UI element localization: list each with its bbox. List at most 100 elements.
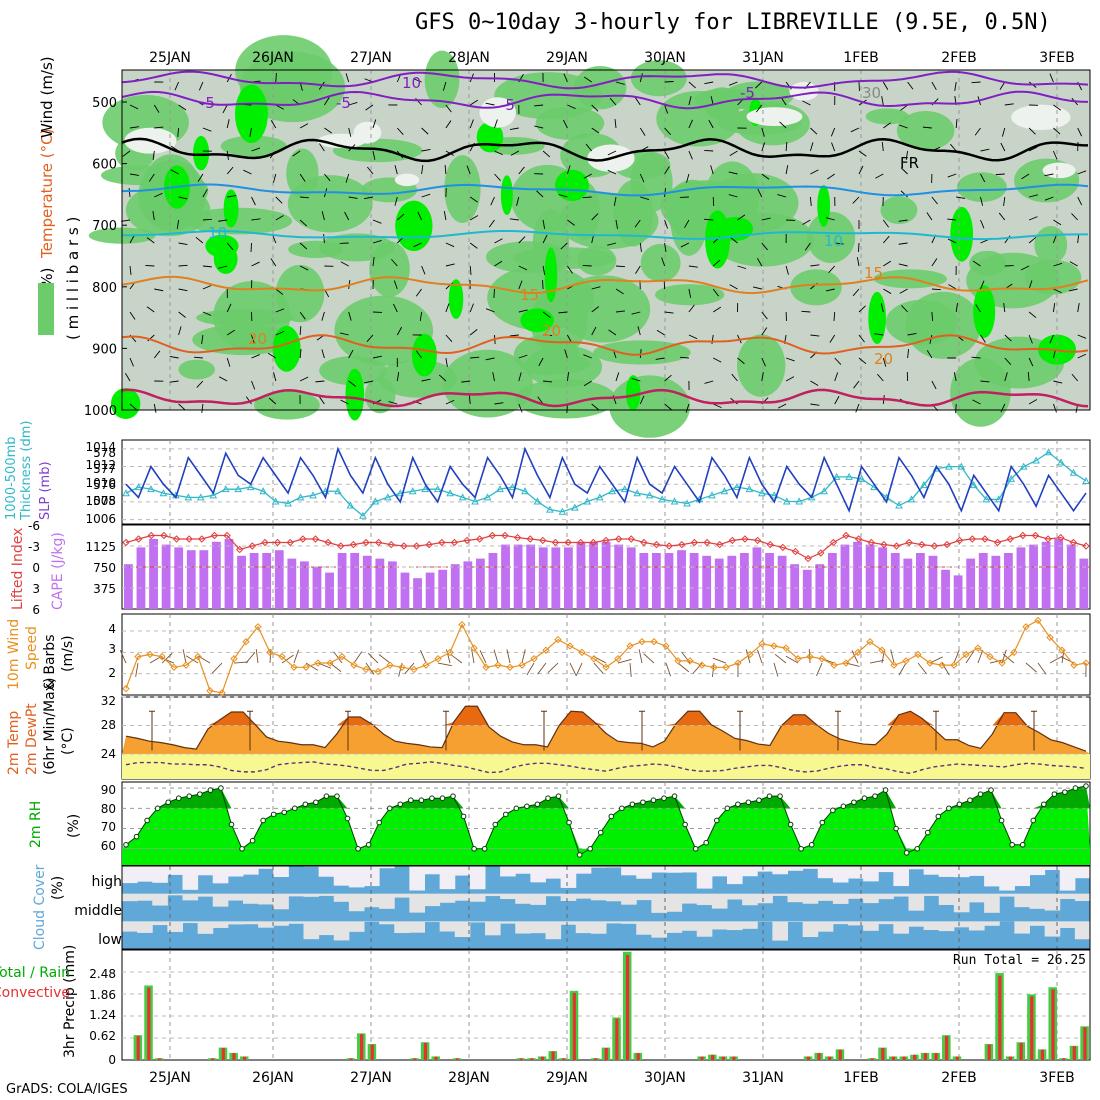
cloud-clear-segment: [621, 893, 637, 905]
wind-barb: [661, 257, 666, 267]
wind-barb: [154, 288, 164, 292]
wind-barb: [421, 378, 431, 382]
wind-barb: [445, 242, 455, 248]
rh-area: [185, 207, 293, 235]
date-label-top: 27JAN: [350, 50, 392, 66]
cape-bar: [325, 572, 334, 609]
wind-barb: [802, 219, 811, 225]
contour-label: 15: [864, 264, 883, 282]
cloud-clear-segment: [1014, 921, 1030, 934]
cloud-clear-segment: [469, 921, 486, 923]
wind10m-barb: [1025, 662, 1037, 673]
rh-area: [535, 106, 605, 140]
wind-barb: [825, 288, 835, 292]
lifted-index-point: [539, 536, 547, 545]
cape-bar: [928, 555, 938, 609]
wind-barb: [178, 264, 188, 267]
cape-tick-label: 750: [93, 561, 116, 575]
wind10m-barb: [677, 662, 690, 673]
cloud-clear-segment: [863, 921, 879, 931]
rh-area: [609, 375, 691, 438]
precip-convective-bar: [349, 1058, 353, 1060]
cloud-clear-segment: [606, 866, 622, 868]
rh-point: [619, 805, 625, 812]
wind10m-point: [638, 638, 646, 646]
wind-barb: [926, 350, 933, 359]
wind-barb: [445, 104, 452, 113]
wind-barb: [396, 213, 405, 221]
thickness-point: [483, 493, 492, 501]
wind-barb: [492, 372, 495, 382]
wind-barb: [226, 119, 230, 129]
cloud-clear-segment: [515, 921, 531, 934]
cloud-clear-segment: [454, 921, 471, 938]
wind-barb: [195, 236, 204, 244]
rh-high-area: [555, 169, 589, 202]
cloud-clear-segment: [500, 921, 516, 924]
wind10m-barb: [521, 649, 526, 664]
cape-bar: [865, 544, 875, 609]
cape-bar: [840, 544, 850, 609]
wind-barb: [858, 357, 867, 365]
wind-barb: [931, 288, 941, 291]
wind-barb: [656, 329, 665, 336]
wind-barb: [761, 127, 765, 137]
wind-barb: [153, 403, 157, 413]
wind10m-barb: [255, 649, 259, 664]
wind-barb: [421, 193, 431, 198]
cloud-clear-segment: [848, 893, 864, 899]
cloud-clear-segment: [243, 893, 259, 904]
wind10m-point: [494, 661, 502, 669]
rh-point: [640, 799, 646, 806]
wind-barb: [518, 309, 528, 313]
wind10m-panel: [121, 613, 1091, 696]
wind-barb: [664, 219, 669, 229]
precip-tick-label: 0.62: [89, 1029, 116, 1043]
temp-label3: (6hr Min/Max): [42, 678, 58, 775]
cloud-clear-segment: [802, 921, 819, 938]
temp-axis-label: Temperature (°C): [38, 129, 56, 259]
wind-barb: [146, 237, 155, 244]
contour-label: 15: [520, 286, 539, 304]
lifted-index-point: [210, 531, 219, 540]
precip-tick-label: 0: [108, 1053, 116, 1067]
rh-point: [534, 801, 541, 808]
wind-barb: [396, 326, 403, 336]
cloud-clear-segment: [969, 866, 985, 876]
wind-barb: [299, 123, 309, 129]
cape-bar: [790, 564, 800, 609]
wind-barb: [415, 350, 422, 359]
cape-bar: [689, 553, 699, 609]
wind-barb: [270, 120, 277, 129]
cloud-clear-segment: [500, 893, 516, 900]
wind10m-point: [830, 661, 838, 669]
rh-point: [977, 791, 984, 797]
wind-barb: [153, 350, 161, 359]
thickness-point: [209, 491, 218, 499]
cloud-clear-segment: [212, 866, 229, 884]
thickness-point: [421, 485, 430, 493]
rh-high-area: [973, 285, 996, 338]
wind10m-axis-labels: 10m Wind Speed & Barbs (m/s): [6, 619, 76, 690]
wind-barb: [145, 265, 155, 267]
rh-tick-label: 80: [101, 802, 116, 816]
precip-convective-bar: [881, 1047, 885, 1060]
rh-dry-area: [746, 107, 803, 127]
cloud-clear-segment: [348, 866, 365, 888]
date-label-top: 28JAN: [448, 50, 490, 66]
thickness-point: [733, 483, 741, 491]
wind10m-point: [326, 659, 334, 667]
precip-convective-label: Convective: [0, 985, 70, 1001]
rh-dry-area: [1042, 162, 1076, 179]
wind-barb: [273, 372, 277, 382]
wind-barb: [365, 104, 374, 111]
wind-barb: [730, 237, 738, 244]
lifted-index-point: [829, 538, 838, 547]
wind10m-barb: [774, 653, 787, 664]
wind-barb: [1028, 236, 1037, 244]
wind-barb: [249, 127, 252, 137]
wind-barb: [931, 258, 938, 267]
wind10m-point: [410, 665, 418, 674]
temp2m-axis-labels: 2m Temp 2m DewPt (6hr Min/Max) (°C): [6, 678, 76, 775]
wind-barb: [468, 394, 471, 405]
